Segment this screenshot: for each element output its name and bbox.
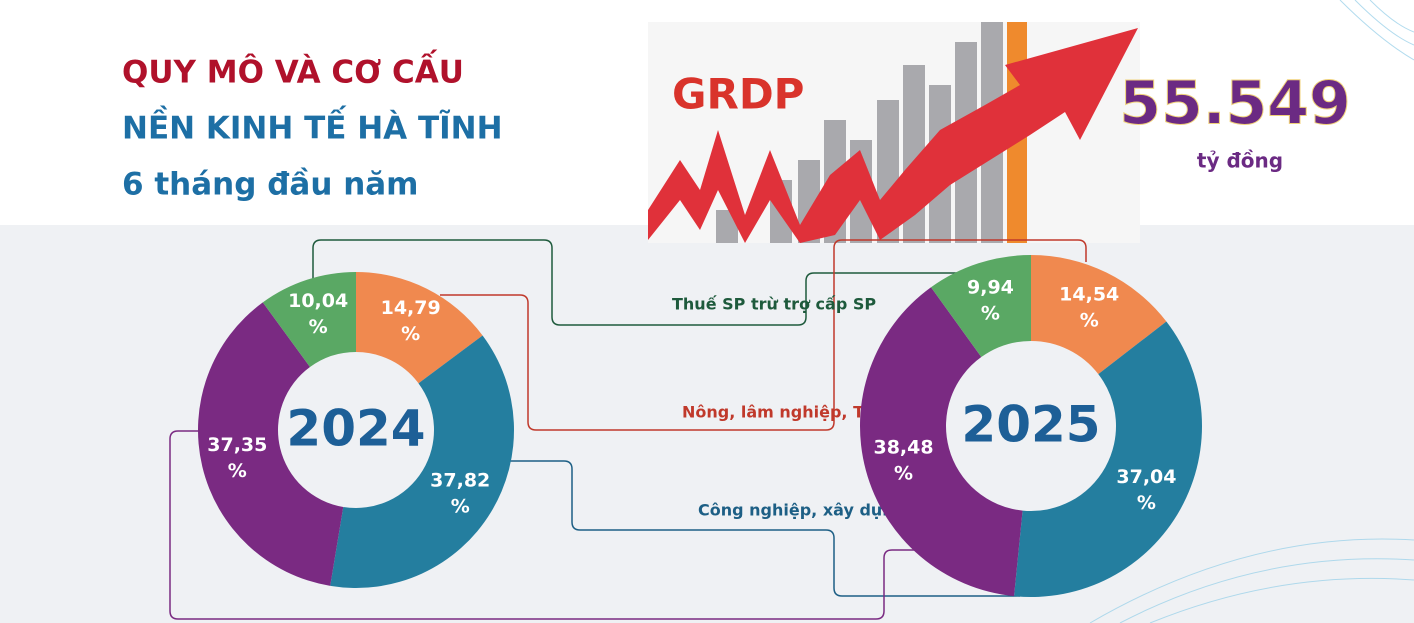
value-label: 37,82% <box>430 469 490 517</box>
value-label-line: 9,94 <box>967 276 1014 298</box>
title-line: 6 tháng đầu năm <box>122 167 418 203</box>
value-label-line: % <box>451 495 470 517</box>
value-label-line: 37,35 <box>207 434 267 456</box>
value-label: 14,79% <box>381 296 441 344</box>
title-line: QUY MÔ VÀ CƠ CẤU <box>122 51 464 91</box>
value-label: 37,04% <box>1116 466 1176 514</box>
title-line: NỀN KINH TẾ HÀ TĨNH <box>122 107 503 147</box>
value-label-line: 38,48 <box>873 436 933 458</box>
value-label-line: 14,54 <box>1059 283 1119 305</box>
legend-label: Nông, lâm nghiệp, TS <box>682 403 876 422</box>
value-label-line: % <box>228 460 247 482</box>
donut-segment <box>931 255 1031 358</box>
donut-segment <box>330 335 514 588</box>
value-label-line: % <box>894 462 913 484</box>
total-unit: tỷ đồng <box>1197 149 1283 173</box>
value-label-line: 37,04 <box>1116 466 1176 488</box>
value-label: 10,04% <box>288 290 348 338</box>
donut-segment <box>198 302 344 586</box>
image-label: GRDP <box>672 70 804 119</box>
value-label-line: 37,82 <box>430 469 490 491</box>
value-label-line: % <box>309 316 328 338</box>
donut-segment <box>859 287 1023 597</box>
value-label-line: % <box>1080 309 1099 331</box>
value-label-line: 14,79 <box>381 296 441 318</box>
value-label: 37,35% <box>207 434 267 482</box>
donut-segment <box>1031 255 1167 375</box>
legend-label: Thuế SP trừ trợ cấp SP <box>672 295 876 314</box>
grdp-image: GRDP <box>648 22 1140 243</box>
donut-segment <box>1014 321 1203 597</box>
value-label: 9,94% <box>967 276 1014 324</box>
value-label-line: % <box>981 302 1000 324</box>
decor-lines <box>1089 0 1414 623</box>
legend-label: Công nghiệp, xây dựng <box>698 501 905 520</box>
value-label-line: % <box>1137 492 1156 514</box>
donut-center-label: 2025 <box>961 396 1100 454</box>
value-label: 14,54% <box>1059 283 1119 331</box>
connectors <box>169 239 1087 620</box>
donut-segment <box>262 272 356 368</box>
value-label-line: % <box>401 322 420 344</box>
donut-segment <box>356 272 483 384</box>
value-label: 38,48% <box>873 436 933 484</box>
donut-center-label: 2024 <box>286 400 425 458</box>
value-label-line: 10,04 <box>288 290 348 312</box>
total-value: 55.549 <box>1119 69 1351 139</box>
